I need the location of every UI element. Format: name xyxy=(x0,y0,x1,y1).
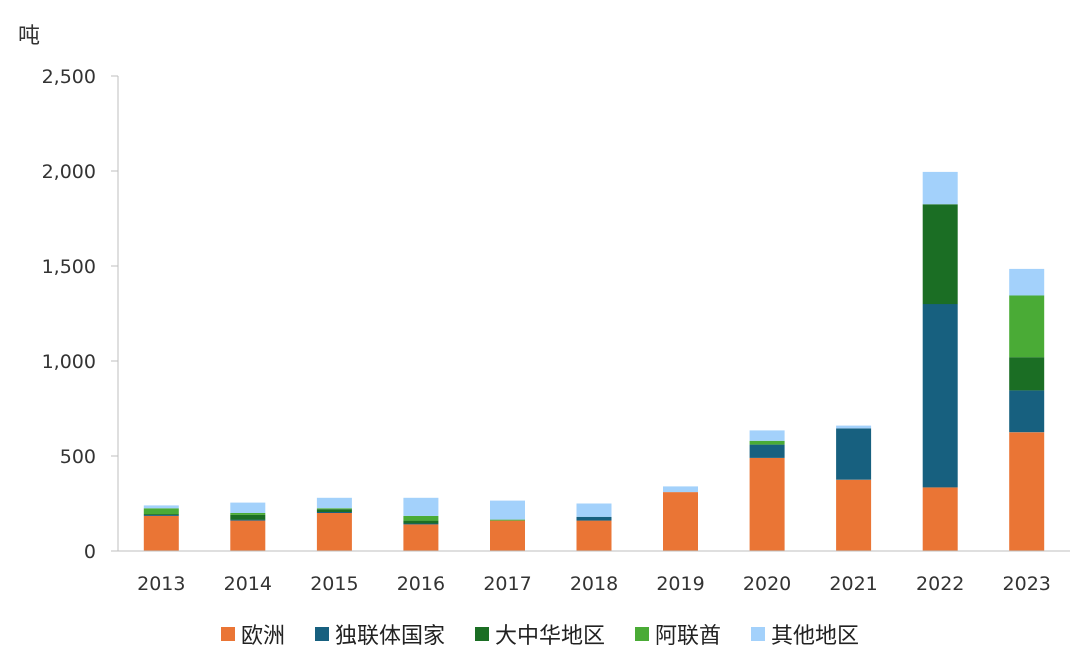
bar-segment-2020-series-0 xyxy=(749,457,785,551)
legend-swatch xyxy=(220,627,235,641)
bar-segment-2022-series-4 xyxy=(922,171,958,205)
bar-segment-2020-series-4 xyxy=(749,430,785,441)
x-tick-label: 2014 xyxy=(224,573,272,595)
bar-segment-2016-series-3 xyxy=(403,515,439,521)
bar-segment-2016-series-2 xyxy=(403,520,439,524)
bar-segment-2015-series-0 xyxy=(316,513,352,551)
legend-item: 阿联酋 xyxy=(635,618,721,650)
bar-segment-2016-series-0 xyxy=(403,524,439,551)
x-tick-label: 2019 xyxy=(656,573,704,595)
bar-segment-2023-series-2 xyxy=(1009,357,1045,391)
x-tick-label: 2013 xyxy=(137,573,185,595)
y-axis-unit-label: 吨 xyxy=(18,24,41,49)
legend: 欧洲 独联体国家 大中华地区 阿联酋 其他地区 xyxy=(0,618,1080,650)
y-axis: 0 500 1,000 1,500 2,000 2,500 xyxy=(42,66,119,563)
legend-label: 阿联酋 xyxy=(655,624,722,649)
bar-segment-2015-series-2 xyxy=(316,509,352,512)
legend-swatch xyxy=(635,627,649,641)
bar-segment-2017-series-4 xyxy=(490,500,525,520)
legend-item: 其他地区 xyxy=(751,618,859,650)
legend-item: 大中华地区 xyxy=(474,618,605,650)
bar-segment-2019-series-0 xyxy=(663,492,698,551)
legend-label: 独联体国家 xyxy=(334,624,445,649)
bar-segment-2022-series-1 xyxy=(922,304,958,488)
bar-segment-2015-series-4 xyxy=(316,497,352,509)
bar-segment-2015-series-1 xyxy=(316,512,352,513)
bar-segment-2023-series-1 xyxy=(1009,390,1045,433)
legend-item: 独联体国家 xyxy=(314,618,445,650)
x-tick-label: 2016 xyxy=(397,573,445,595)
bar-segment-2014-series-1 xyxy=(230,519,266,521)
bar-segment-2016-series-4 xyxy=(403,497,439,516)
bar-segment-2013-series-2 xyxy=(143,514,179,515)
bar-segment-2021-series-1 xyxy=(836,428,872,480)
bar-segment-2022-series-2 xyxy=(922,204,958,305)
legend-swatch xyxy=(474,627,489,641)
legend-label: 欧洲 xyxy=(240,624,285,649)
bar-segment-2014-series-3 xyxy=(230,513,266,515)
bar-segment-2020-series-1 xyxy=(749,444,785,458)
bar-segment-2014-series-4 xyxy=(230,502,266,513)
bar-segment-2014-series-0 xyxy=(230,520,266,551)
bar-segment-2023-series-0 xyxy=(1009,432,1045,552)
bar-segment-2021-series-4 xyxy=(836,425,872,429)
legend-label: 大中华地区 xyxy=(494,624,605,649)
bar-segment-2013-series-3 xyxy=(143,508,179,514)
x-tick-label: 2023 xyxy=(1003,573,1051,595)
bar-segment-2014-series-2 xyxy=(230,514,266,520)
legend-label: 其他地区 xyxy=(771,624,860,649)
bar-segment-2013-series-1 xyxy=(143,514,179,516)
bar-segment-2020-series-3 xyxy=(749,440,785,445)
bars xyxy=(143,171,1045,552)
bar-segment-2019-series-4 xyxy=(663,486,698,493)
bar-segment-2023-series-4 xyxy=(1009,268,1045,296)
y-tick-label: 0 xyxy=(84,541,96,563)
y-tick-label: 2,000 xyxy=(42,161,96,183)
bar-segment-2013-series-0 xyxy=(143,515,179,551)
x-tick-label: 2021 xyxy=(829,573,877,595)
legend-swatch xyxy=(751,627,766,641)
y-tick-label: 500 xyxy=(60,446,96,468)
legend-item: 欧洲 xyxy=(220,618,285,650)
bar-segment-2016-series-1 xyxy=(403,523,439,525)
y-tick-label: 2,500 xyxy=(42,66,96,88)
bar-segment-2018-series-4 xyxy=(576,503,612,517)
x-tick-label: 2022 xyxy=(916,573,964,595)
x-axis: 2013 2014 2015 2016 2017 2018 2019 2020 2021 2022… xyxy=(118,550,1070,595)
bar-segment-2022-series-0 xyxy=(922,487,958,551)
y-tick-label: 1,500 xyxy=(42,256,96,278)
bar-segment-2018-series-0 xyxy=(576,520,612,551)
legend-swatch xyxy=(314,627,329,641)
x-tick-label: 2020 xyxy=(743,573,791,595)
bar-segment-2013-series-4 xyxy=(143,505,179,509)
bar-segment-2017-series-3 xyxy=(490,519,525,521)
bar-segment-2023-series-3 xyxy=(1009,295,1045,358)
bar-segment-2018-series-1 xyxy=(576,516,612,521)
x-tick-label: 2015 xyxy=(310,573,358,595)
x-tick-label: 2017 xyxy=(483,573,531,595)
y-tick-label: 1,000 xyxy=(42,351,96,373)
x-tick-label: 2018 xyxy=(570,573,618,595)
bar-segment-2015-series-3 xyxy=(316,508,352,510)
bar-segment-2017-series-0 xyxy=(490,520,525,551)
bar-segment-2021-series-0 xyxy=(836,479,872,552)
